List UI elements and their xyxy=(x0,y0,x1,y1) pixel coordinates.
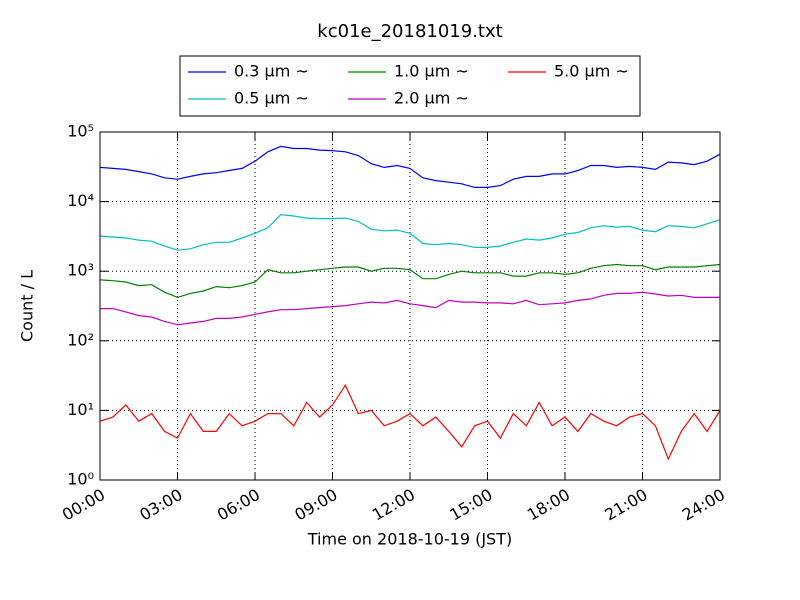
x-tick-label: 15:00 xyxy=(446,485,495,525)
chart-title: kc01e_20181019.txt xyxy=(317,21,502,42)
data-line xyxy=(100,291,720,326)
x-tick-label: 21:00 xyxy=(601,485,650,525)
y-tick-label: 10⁴ xyxy=(67,191,94,210)
legend-label: 1.0 μm ~ xyxy=(394,62,469,81)
y-tick-label: 10⁰ xyxy=(67,470,94,489)
x-tick-label: 24:00 xyxy=(679,485,728,525)
legend-label: 0.5 μm ~ xyxy=(234,89,309,108)
data-line xyxy=(99,383,721,461)
legend-label: 2.0 μm ~ xyxy=(394,89,469,108)
x-axis-label: Time on 2018-10-19 (JST) xyxy=(307,530,512,549)
legend-box xyxy=(179,55,641,117)
data-line xyxy=(99,213,721,251)
data-line xyxy=(99,145,721,188)
plot-frame xyxy=(99,131,721,481)
x-tick-label: 18:00 xyxy=(524,485,573,525)
legend-label: 5.0 μm ~ xyxy=(554,62,629,81)
x-tick-label: 03:00 xyxy=(136,485,185,525)
y-tick-label: 10³ xyxy=(67,261,94,280)
x-tick-label: 06:00 xyxy=(214,485,263,525)
x-tick-label: 09:00 xyxy=(291,485,340,525)
y-tick-label: 10⁵ xyxy=(67,122,94,141)
y-tick-label: 10¹ xyxy=(67,400,94,419)
legend-label: 0.3 μm ~ xyxy=(234,62,309,81)
data-line xyxy=(99,263,721,299)
x-tick-label: 00:00 xyxy=(59,485,108,525)
x-tick-label: 12:00 xyxy=(369,485,418,525)
y-tick-label: 10² xyxy=(67,330,94,349)
y-axis-label: Count / L xyxy=(18,270,37,342)
